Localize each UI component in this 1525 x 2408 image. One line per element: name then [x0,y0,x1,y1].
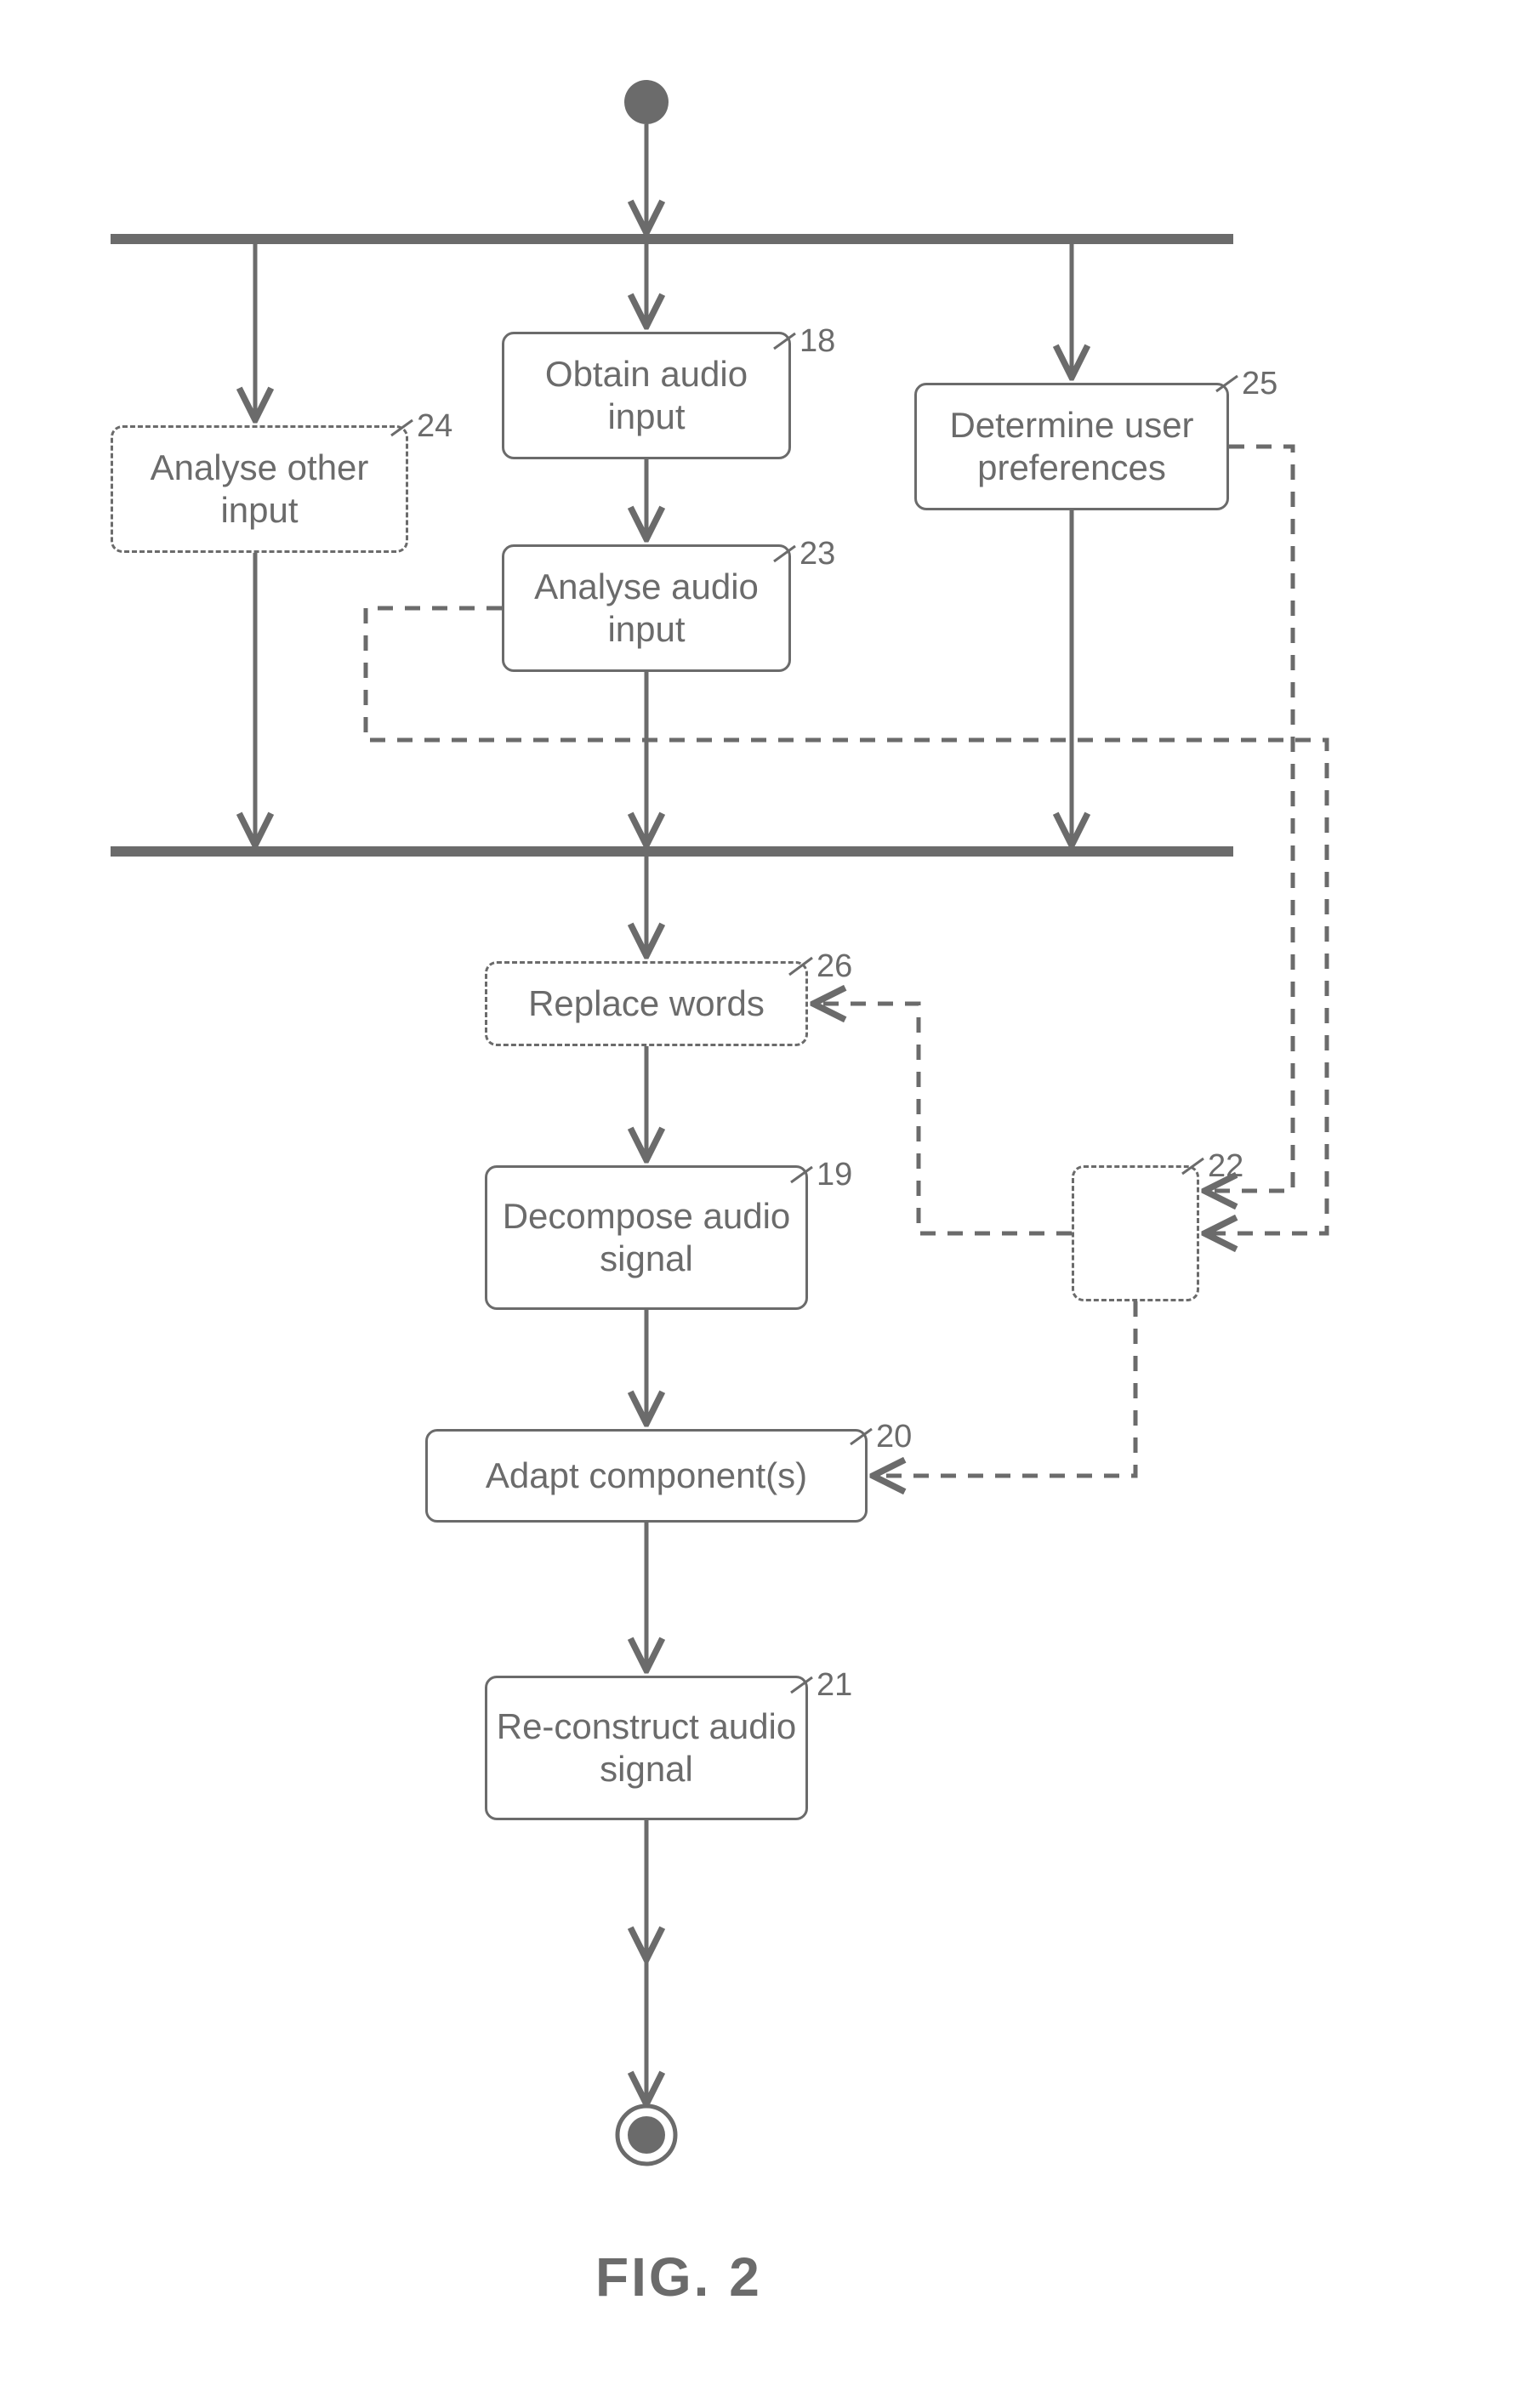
node-label-n24: Analyse other input [122,447,397,532]
edge-13 [366,608,1327,1233]
node-label-n21: Re-construct audio signal [496,1705,797,1791]
node-n18: Obtain audio input [502,332,791,459]
node-label-n25: Determine user preferences [925,404,1218,490]
ref-n23: 23 [799,536,835,572]
figure-label: FIG. 2 [595,2246,762,2308]
ref-n25: 25 [1242,366,1277,402]
ref-n26: 26 [817,948,852,985]
node-label-n18: Obtain audio input [513,353,780,439]
node-n26: Replace words [485,961,808,1046]
node-label-n19: Decompose audio signal [496,1195,797,1281]
node-n24: Analyse other input [111,425,408,553]
node-label-n20: Adapt component(s) [486,1454,807,1497]
node-label-n26: Replace words [528,982,765,1025]
ref-n22: 22 [1208,1148,1243,1185]
node-n21: Re-construct audio signal [485,1676,808,1820]
ref-n24: 24 [417,408,452,445]
ref-n19: 19 [817,1157,852,1193]
ref-n20: 20 [876,1419,912,1455]
node-label-n23: Analyse audio input [513,566,780,652]
edge-16 [876,1301,1135,1476]
start-node [624,80,669,124]
sync-bar-2 [111,846,1233,857]
diagram-canvas: Obtain audio input 18 Analyse other input 2… [0,0,1525,2408]
node-n19: Decompose audio signal [485,1165,808,1310]
node-n23: Analyse audio input [502,544,791,672]
ref-n21: 21 [817,1667,852,1704]
node-n22 [1072,1165,1199,1301]
sync-bar-1 [111,234,1233,244]
edge-15 [817,1004,1072,1233]
node-n25: Determine user preferences [914,383,1229,510]
node-n20: Adapt component(s) [425,1429,868,1523]
edge-14 [1208,447,1293,1191]
ref-n18: 18 [799,323,835,360]
end-node-dot [628,2116,665,2154]
